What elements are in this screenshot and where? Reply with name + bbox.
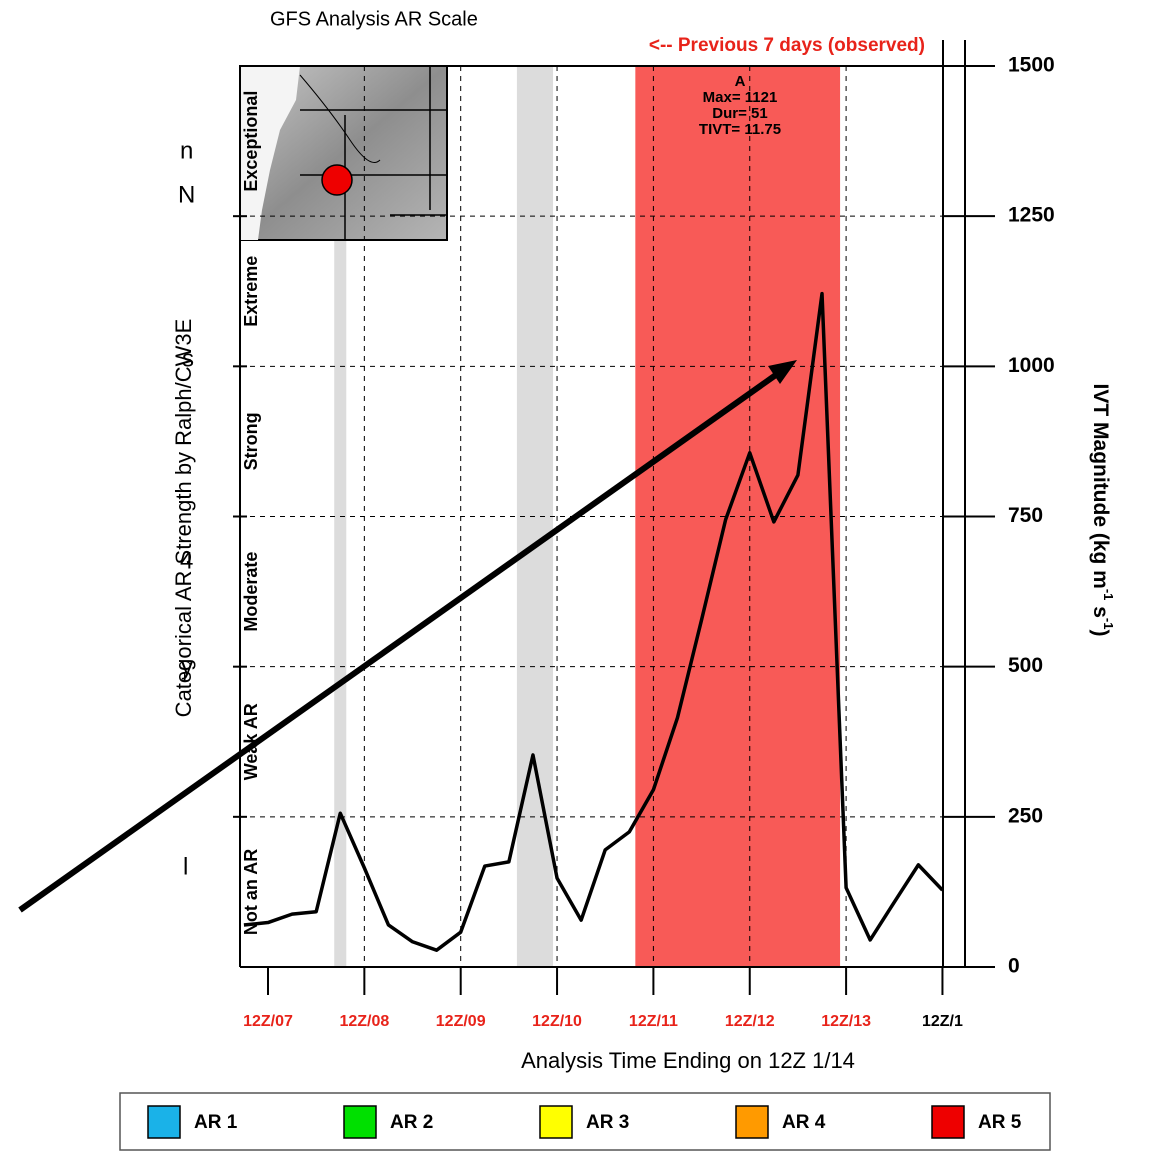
- x-tick-label: 12Z/09: [436, 1013, 486, 1030]
- y-tick-label: 1500: [1008, 54, 1055, 77]
- category-label: Exceptional: [241, 91, 261, 192]
- x-axis-title: Analysis Time Ending on 12Z 1/14: [521, 1048, 855, 1073]
- y2-axis-title-part: -1: [1101, 618, 1116, 630]
- legend-swatch: [540, 1106, 572, 1138]
- annotation-text: A: [735, 73, 746, 90]
- y-tick-label: 1250: [1008, 204, 1055, 227]
- x-tick-label: 12Z/13: [821, 1013, 871, 1030]
- legend-label: AR 4: [782, 1112, 826, 1133]
- x-tick-label: 12Z/07: [243, 1013, 293, 1030]
- x-tick-label: 12Z/08: [339, 1013, 389, 1030]
- category-label: Extreme: [241, 256, 261, 327]
- fragment: l: [183, 853, 188, 880]
- y-tick-label: 250: [1008, 804, 1043, 827]
- legend-label: AR 3: [586, 1112, 629, 1133]
- y-axis-title: Categorical AR Strength by Ralph/CW3E: [171, 319, 196, 718]
- chart: n N s 4 y l GFS Analysis AR Scale <-- Pr…: [0, 0, 1165, 1174]
- legend-label: AR 5: [978, 1112, 1022, 1133]
- fragment: n: [180, 137, 193, 164]
- x-tick-label: 12Z/1: [922, 1013, 963, 1030]
- annotation-text: Dur= 51: [712, 105, 767, 122]
- x-tick-label: 12Z/11: [629, 1013, 678, 1030]
- y-tick-label: 750: [1008, 504, 1043, 527]
- shaded-span: [635, 66, 840, 967]
- y-tick-label: 500: [1008, 654, 1043, 677]
- legend-box: [120, 1093, 1050, 1150]
- y2-axis-title-part: -1: [1101, 589, 1116, 601]
- legend-label: AR 2: [390, 1112, 433, 1133]
- legend-swatch: [344, 1106, 376, 1138]
- legend-swatch: [148, 1106, 180, 1138]
- x-tick-label: 12Z/10: [532, 1013, 582, 1030]
- y2-axis-title: IVT Magnitude (kg m-1 s-1): [1089, 384, 1116, 637]
- category-label: Moderate: [241, 552, 261, 632]
- annotation-text: TIVT= 11.75: [699, 121, 781, 138]
- annotation-text: Max= 1121: [703, 89, 778, 106]
- y2-axis-title-part: ): [1089, 629, 1112, 636]
- category-label: Strong: [241, 412, 261, 470]
- legend-swatch: [932, 1106, 964, 1138]
- y-tick-label: 0: [1008, 955, 1020, 978]
- chart-subtitle: <-- Previous 7 days (observed): [649, 35, 925, 56]
- map-inset: [240, 66, 447, 240]
- y2-axis-title-part: IVT Magnitude (kg m: [1089, 384, 1112, 589]
- legend-swatch: [736, 1106, 768, 1138]
- y-tick-label: 1000: [1008, 354, 1055, 377]
- x-tick-label: 12Z/12: [725, 1013, 775, 1030]
- legend-label: AR 1: [194, 1112, 238, 1133]
- y2-axis-title-part: s: [1089, 600, 1112, 618]
- chart-title: GFS Analysis AR Scale: [270, 8, 478, 30]
- fragment: N: [178, 181, 195, 208]
